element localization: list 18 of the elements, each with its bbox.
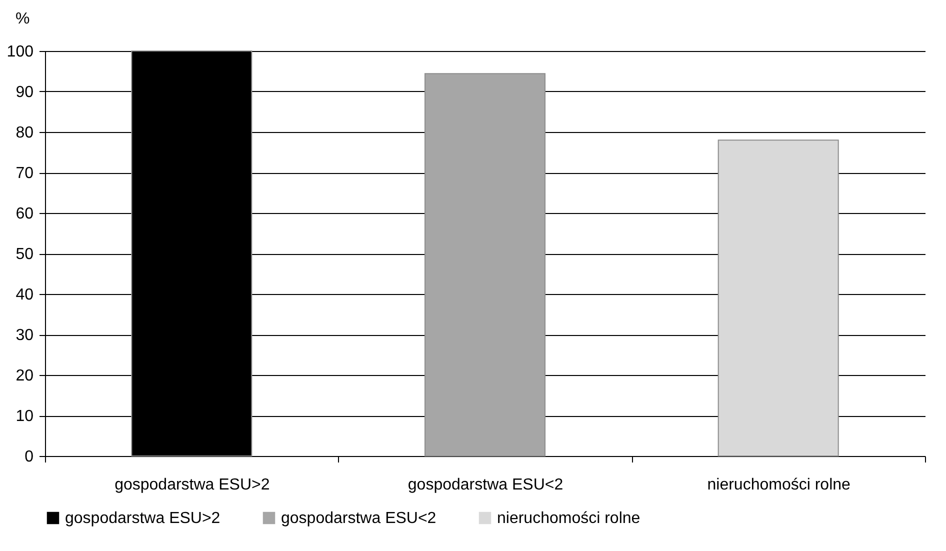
x-tick-label: gospodarstwa ESU>2 <box>114 476 270 494</box>
y-tick-label: 80 <box>16 124 34 142</box>
y-tick-label: 40 <box>16 286 34 304</box>
y-axis-title: % <box>16 10 30 28</box>
y-tick-label: 0 <box>24 448 34 466</box>
legend-label: nieruchomości rolne <box>497 510 640 527</box>
y-tick-label: 10 <box>16 408 34 425</box>
y-tick-label: 20 <box>16 368 34 384</box>
y-tick-label: 70 <box>16 165 34 182</box>
y-tick-label: 50 <box>16 246 34 263</box>
y-tick-label: 30 <box>16 327 34 344</box>
legend-label: gospodarstwa ESU>2 <box>65 510 220 527</box>
x-tick-label: nieruchomości rolne <box>707 476 851 494</box>
x-tick-label: gospodarstwa ESU<2 <box>408 476 564 494</box>
legend-label: gospodarstwa ESU<2 <box>281 510 436 527</box>
y-tick-label: 60 <box>16 206 34 222</box>
y-tick-label: 90 <box>16 84 34 101</box>
y-tick-label: 100 <box>6 44 34 60</box>
